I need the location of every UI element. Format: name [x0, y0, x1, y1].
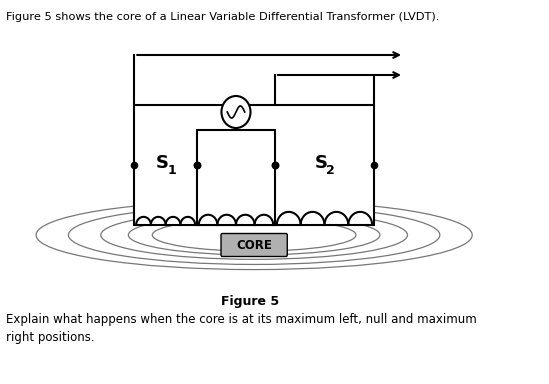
- FancyBboxPatch shape: [221, 233, 287, 257]
- Text: 2: 2: [327, 164, 335, 177]
- Text: 1: 1: [167, 164, 176, 177]
- Text: P: P: [229, 154, 243, 172]
- Text: Explain what happens when the core is at its maximum left, null and maximum
righ: Explain what happens when the core is at…: [7, 313, 477, 344]
- Circle shape: [221, 96, 250, 128]
- Text: Figure 5 shows the core of a Linear Variable Differential Transformer (LVDT).: Figure 5 shows the core of a Linear Vari…: [7, 12, 440, 22]
- Text: S: S: [315, 154, 327, 172]
- Text: Figure 5: Figure 5: [221, 295, 279, 308]
- Text: CORE: CORE: [236, 239, 272, 252]
- Polygon shape: [135, 105, 374, 225]
- Text: S: S: [155, 154, 169, 172]
- Polygon shape: [197, 130, 275, 225]
